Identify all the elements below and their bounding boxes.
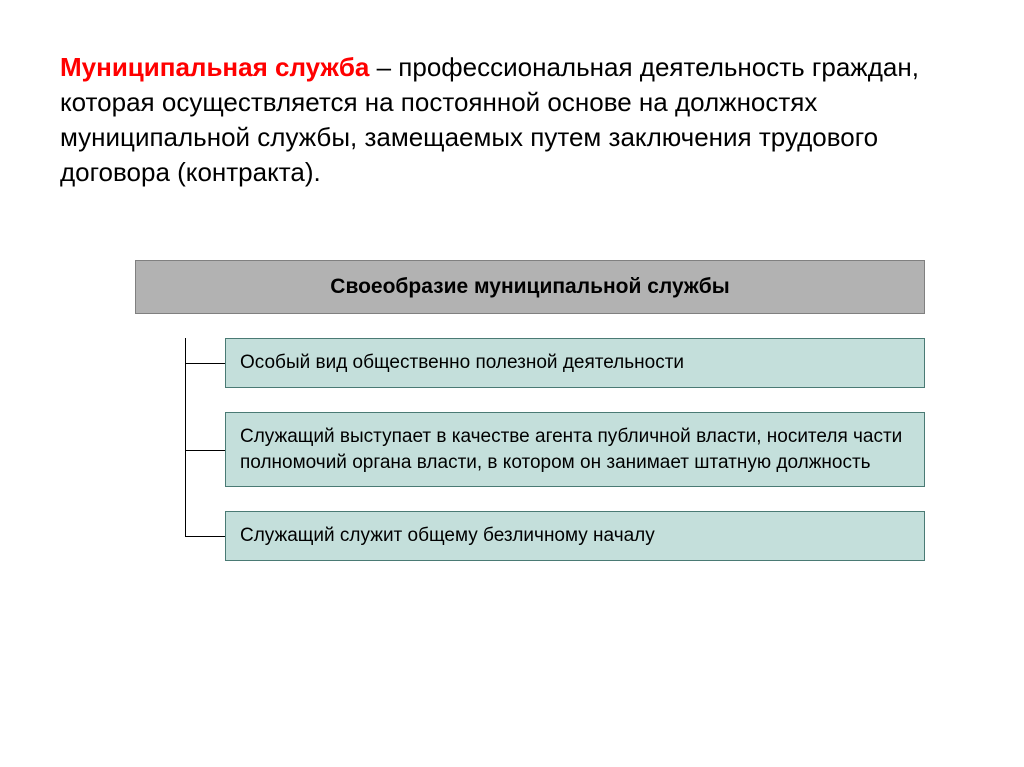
diagram-item: Особый вид общественно полезной деятельн…: [225, 338, 925, 388]
diagram-header: Своеобразие муниципальной службы: [135, 260, 925, 314]
diagram-item-row: Особый вид общественно полезной деятельн…: [135, 338, 964, 388]
definition-term: Муниципальная служба: [60, 52, 369, 82]
diagram-item-row: Служащий служит общему безличному началу: [135, 511, 964, 561]
diagram-item-row: Служащий выступает в качестве агента пуб…: [135, 412, 964, 487]
definition-block: Муниципальная служба – профессиональная …: [60, 50, 964, 190]
connector-line: [185, 450, 225, 451]
connector-line: [185, 363, 225, 364]
vertical-line: [185, 338, 186, 536]
diagram-item: Служащий служит общему безличному началу: [225, 511, 925, 561]
definition-separator: –: [369, 52, 398, 82]
connector-line: [185, 536, 225, 537]
diagram-item: Служащий выступает в качестве агента пуб…: [225, 412, 925, 487]
tree-area: Особый вид общественно полезной деятельн…: [135, 338, 964, 561]
diagram-container: Своеобразие муниципальной службы Особый …: [60, 260, 964, 561]
